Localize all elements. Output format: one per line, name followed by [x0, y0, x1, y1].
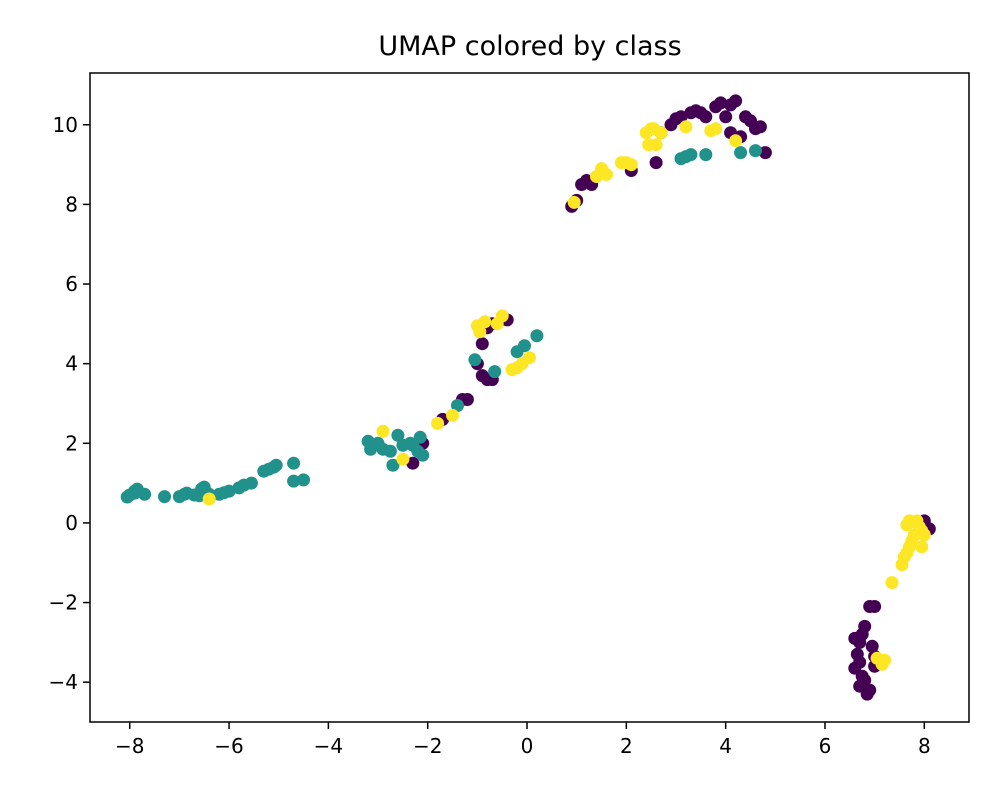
x-tick-label: 8 [918, 734, 931, 758]
points-layer [120, 94, 936, 701]
y-tick-label: 10 [53, 113, 78, 137]
chart-title: UMAP colored by class [378, 31, 681, 62]
y-tick-label: 0 [65, 511, 78, 535]
data-point [865, 639, 879, 653]
data-point [297, 473, 310, 487]
data-point [383, 444, 397, 458]
data-point [269, 458, 283, 472]
data-point [413, 430, 427, 444]
data-point [376, 424, 390, 438]
data-point [478, 315, 492, 329]
data-point [734, 146, 748, 160]
data-point [709, 122, 723, 136]
data-point [649, 156, 663, 170]
data-point [138, 487, 152, 501]
data-point [749, 144, 762, 158]
data-point [495, 309, 509, 323]
data-point [699, 110, 713, 124]
x-tick-label: 4 [719, 734, 732, 758]
data-point [917, 528, 931, 542]
data-point [848, 631, 862, 645]
data-point [915, 540, 929, 554]
data-point [699, 148, 713, 162]
x-axis: −8 −6 −4 −2 0 2 4 6 8 [115, 722, 931, 758]
y-tick-label: −2 [49, 591, 78, 615]
data-point [649, 138, 663, 152]
data-point [391, 428, 405, 442]
data-point [885, 576, 899, 590]
data-point [244, 476, 258, 490]
data-point [758, 146, 772, 160]
data-point [488, 365, 502, 379]
data-point [460, 393, 474, 406]
y-tick-label: 4 [65, 352, 78, 376]
data-point [222, 484, 236, 498]
x-tick-label: −6 [214, 734, 243, 758]
data-point [406, 456, 420, 470]
plot-frame [89, 72, 970, 723]
data-point [287, 474, 301, 488]
y-tick-label: 2 [65, 431, 78, 455]
data-point [719, 110, 733, 124]
data-point [860, 687, 874, 701]
data-point [567, 195, 581, 209]
data-point [446, 408, 459, 422]
data-point [475, 337, 489, 351]
data-point [518, 339, 531, 353]
data-point [878, 653, 892, 667]
data-point [451, 399, 464, 412]
data-point [714, 96, 728, 110]
data-point [287, 456, 301, 470]
data-point [530, 329, 544, 343]
data-point [679, 120, 693, 134]
data-point [624, 158, 638, 172]
data-point [684, 148, 698, 162]
x-tick-label: 2 [620, 734, 633, 758]
data-point [753, 120, 767, 134]
data-point [158, 490, 171, 504]
data-point [431, 416, 445, 430]
data-point [729, 94, 743, 108]
x-tick-label: 0 [521, 734, 534, 758]
y-tick-label: 8 [65, 192, 78, 216]
x-tick-label: −8 [115, 734, 144, 758]
y-tick-label: 6 [65, 272, 78, 296]
x-tick-label: −2 [413, 734, 442, 758]
x-tick-label: −4 [314, 734, 343, 758]
data-point [386, 458, 400, 472]
data-point [910, 514, 924, 528]
data-point [868, 600, 882, 613]
y-axis: −4 −2 0 2 4 6 8 10 [49, 113, 90, 694]
x-tick-label: 6 [819, 734, 832, 758]
data-point [729, 134, 743, 148]
data-point [600, 168, 613, 181]
y-tick-label: −4 [49, 670, 78, 694]
data-point [396, 452, 410, 466]
data-point [468, 353, 482, 367]
data-point [674, 110, 688, 124]
data-point [523, 351, 536, 365]
data-point [654, 126, 668, 140]
data-point [416, 448, 430, 462]
data-point [202, 492, 216, 506]
